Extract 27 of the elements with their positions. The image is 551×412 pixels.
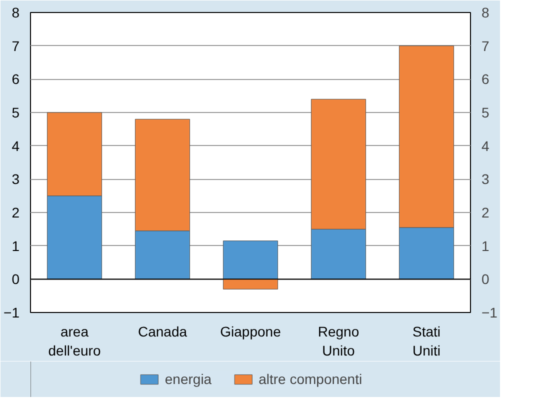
y2-tick-label: 0 [482,271,490,288]
y-tick-label: 6 [12,71,20,88]
y2-tick-label: 7 [482,38,490,54]
y-tick-label: 7 [12,38,20,54]
y2-tick-label: 2 [482,204,490,220]
y-tick-label: 0 [12,271,20,288]
y2-tick-label: 6 [482,71,490,88]
y-tick-label: 4 [12,138,20,154]
x-tick-label: Regno Unito [318,324,360,359]
y2-tick-label: 4 [482,138,490,154]
y2-tick-label: −1 [482,304,498,320]
y-tick-label: 3 [12,171,20,188]
y-tick-label: −1 [4,304,20,320]
x-tick-label: Canada [138,324,188,340]
legend-label: energia [164,371,212,387]
y-tick-label: 8 [12,4,20,20]
legend-label: altre componenti [258,371,362,387]
x-tick-label: Stati Uniti [412,324,441,359]
x-tick-label: Giappone [220,324,282,340]
y2-tick-label: 1 [482,238,490,254]
y2-tick-label: 5 [482,104,490,120]
y-tick-label: 5 [12,104,20,120]
y2-tick-label: 8 [482,4,490,20]
y2-tick-label: 3 [482,171,490,188]
y-tick-label: 1 [12,238,20,254]
y-tick-label: 2 [12,204,20,220]
x-tick-label: area dell'euro [48,324,101,359]
